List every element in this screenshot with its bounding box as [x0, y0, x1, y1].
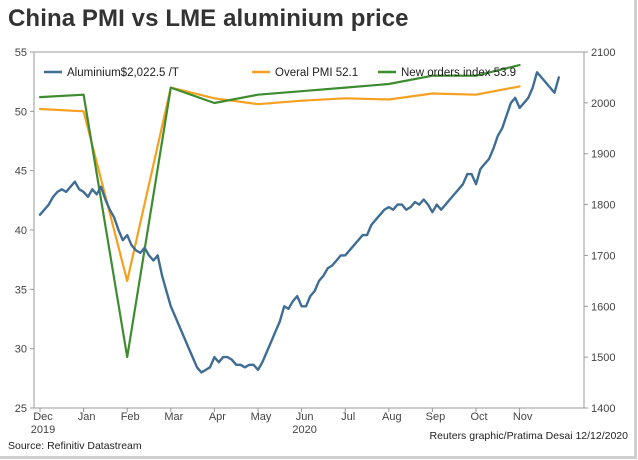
right-tick-label: 1500 [591, 352, 615, 364]
legend-label-2: Overal PMI 52.1 [275, 67, 358, 79]
right-tick-label: 2000 [591, 98, 615, 110]
series-line-3 [38, 63, 521, 359]
x-tick-label: Sep [426, 411, 446, 423]
right-tick-label: 1800 [591, 200, 615, 212]
series-line-2 [38, 85, 521, 283]
x-tick-label: Jun [296, 411, 314, 423]
credit-note: Reuters graphic/Pratima Desai 12/12/2020 [429, 430, 628, 442]
left-tick-label: 30 [15, 344, 27, 356]
x-tick-label: Nov [513, 411, 533, 423]
x-tick-label: Aug [382, 411, 402, 423]
right-tick-label: 1700 [591, 250, 615, 262]
series-line-1 [38, 71, 560, 374]
x-tick-label: May [251, 411, 272, 423]
x-tick-label: Jan [78, 411, 96, 423]
left-tick-label: 40 [15, 225, 27, 237]
right-tick-label: 1400 [591, 403, 615, 415]
left-tick-label: 45 [15, 166, 27, 178]
left-tick-label: 55 [15, 47, 27, 59]
right-tick-label: 1900 [591, 149, 615, 161]
legend-label-1: Aluminium$2,022.5 /T [67, 67, 179, 79]
legend-label-3: New orders index 53.9 [401, 67, 516, 79]
chart-title: China PMI vs LME aluminium price [8, 5, 409, 32]
left-tick-label: 25 [15, 403, 27, 415]
x-tick-label: Feb [121, 411, 140, 423]
left-tick-label: 35 [15, 284, 27, 296]
x-tick-label: Apr [209, 411, 226, 423]
source-note: Source: Refinitiv Datastream [8, 440, 142, 452]
year-label: 2019 [31, 424, 55, 436]
x-tick-label: Mar [164, 411, 183, 423]
x-tick-label: Dec [33, 411, 53, 423]
x-tick-label: Jul [341, 411, 355, 423]
left-tick-label: 50 [15, 106, 27, 118]
right-tick-label: 1600 [591, 301, 615, 313]
x-tick-label: Oct [470, 411, 487, 423]
year-label: 2020 [292, 424, 316, 436]
plot-area [33, 51, 585, 409]
right-tick-label: 2100 [591, 47, 615, 59]
